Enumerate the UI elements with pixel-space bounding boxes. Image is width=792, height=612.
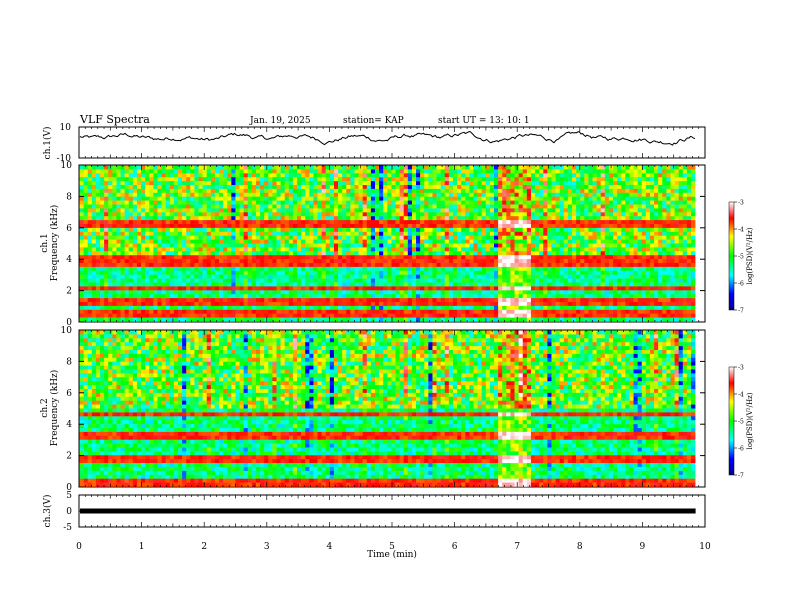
ch1-colorbar-tick-4: -7 bbox=[738, 308, 744, 315]
ch1-waveform-panel: 10 -10 ch.1(V) bbox=[42, 123, 706, 164]
ch3-y-tick-1: 0 bbox=[66, 507, 72, 517]
x-axis-tick-labels: 0 1 2 3 4 5 6 7 8 9 10 bbox=[76, 542, 711, 552]
x-tick-label-7: 7 bbox=[514, 542, 520, 552]
ch1-y-tick-max: 10 bbox=[60, 123, 72, 133]
ch2-spec-y-tick-2: 4 bbox=[66, 420, 72, 430]
ch2-colorbar: -3 -4 -5 -6 -7 log(PSD)(V²/Hz) bbox=[728, 365, 754, 480]
x-tick-label-0: 0 bbox=[76, 542, 82, 552]
x-tick-label-4: 4 bbox=[327, 542, 333, 552]
x-axis-ticks bbox=[78, 127, 706, 527]
ch1-colorbar-ticks: -3 -4 -5 -6 -7 bbox=[734, 200, 744, 315]
ch1-spec-y-tick-3: 6 bbox=[66, 224, 72, 234]
x-tick-label-5: 5 bbox=[389, 542, 395, 552]
ch1-spec-y-tick-5: 10 bbox=[61, 161, 73, 171]
ch1-spec-y-tick-4: 8 bbox=[66, 192, 72, 202]
ch2-colorbar-label: log(PSD)(V²/Hz) bbox=[746, 392, 754, 449]
ch2-colorbar-tick-4: -7 bbox=[738, 473, 744, 480]
ch1-spec-y-tick-0: 0 bbox=[66, 318, 72, 328]
ch2-spec-y-tick-5: 10 bbox=[61, 326, 73, 336]
ch2-spec-y-tick-3: 6 bbox=[66, 389, 72, 399]
ch1-colorbar-tick-3: -6 bbox=[738, 281, 744, 288]
ch3-y-tick-0: 5 bbox=[66, 491, 72, 501]
ch1-y-label: ch.1(V) bbox=[42, 127, 53, 160]
ch2-colorbar-tick-3: -6 bbox=[738, 446, 744, 453]
ch3-y-label: ch.3(V) bbox=[42, 495, 53, 528]
ch2-spectrogram-panel: 0 2 4 6 8 10 ch.2 Frequency (kHz) bbox=[40, 326, 706, 493]
ch2-colorbar-tick-0: -3 bbox=[738, 365, 744, 372]
station-label: station= KAP bbox=[343, 116, 404, 126]
x-tick-label-3: 3 bbox=[264, 542, 270, 552]
x-tick-label-10: 10 bbox=[699, 542, 711, 552]
ch1-waveform-trace bbox=[79, 130, 696, 146]
chart-title: VLF Spectra bbox=[79, 113, 150, 126]
x-tick-label-1: 1 bbox=[139, 542, 145, 552]
ch2-spec-y-tick-1: 2 bbox=[66, 452, 72, 462]
start-ut-label: start UT = 13: 10: 1 bbox=[438, 116, 530, 126]
x-tick-label-2: 2 bbox=[201, 542, 207, 552]
ch2-spec-y-tick-4: 8 bbox=[66, 357, 72, 367]
ch3-waveform-panel: 5 0 -5 ch.3(V) bbox=[42, 491, 706, 533]
ch3-y-ticks: 5 0 -5 bbox=[63, 491, 83, 533]
ch1-spec-y-tick-2: 4 bbox=[66, 255, 72, 265]
ch1-spec-y-tick-1: 2 bbox=[66, 287, 72, 297]
ch1-spectrogram-panel: 0 2 4 6 8 10 ch.1 Frequency (kHz) bbox=[40, 161, 706, 328]
ch3-y-tick-2: -5 bbox=[63, 523, 72, 533]
ch3-waveform-trace bbox=[80, 508, 696, 514]
ch1-colorbar-tick-2: -5 bbox=[738, 254, 744, 261]
ch1-spectrogram-y-ticks: 0 2 4 6 8 10 bbox=[61, 161, 705, 328]
ch2-spectrogram-heatmap bbox=[79, 330, 696, 487]
ch1-spec-y-label-frequency: Frequency (kHz) bbox=[49, 205, 60, 282]
x-axis-label: Time (min) bbox=[367, 549, 417, 560]
ch2-colorbar-ticks: -3 -4 -5 -6 -7 bbox=[734, 365, 744, 480]
ch1-colorbar-tick-0: -3 bbox=[738, 200, 744, 207]
ch2-colorbar-tick-2: -5 bbox=[738, 419, 744, 426]
ch1-spec-y-label-channel: ch.1 bbox=[40, 233, 50, 252]
x-tick-label-9: 9 bbox=[640, 542, 646, 552]
ch1-colorbar: -3 -4 -5 -6 -7 log(PSD)(V²/Hz) bbox=[728, 200, 754, 315]
ch1-y-tick-min: -10 bbox=[57, 154, 72, 164]
ch2-colorbar-tick-1: -4 bbox=[738, 392, 744, 399]
ch1-colorbar-tick-1: -4 bbox=[738, 227, 744, 234]
ch1-colorbar-label: log(PSD)(V²/Hz) bbox=[746, 227, 754, 284]
ch2-spectrogram-y-ticks: 0 2 4 6 8 10 bbox=[61, 326, 705, 493]
ch2-spec-y-label-frequency: Frequency (kHz) bbox=[49, 370, 60, 447]
ch1-spectrogram-heatmap bbox=[79, 165, 696, 322]
date-label: Jan. 19, 2025 bbox=[249, 116, 311, 126]
x-tick-label-8: 8 bbox=[577, 542, 583, 552]
x-tick-label-6: 6 bbox=[452, 542, 458, 552]
ch2-spec-y-tick-0: 0 bbox=[66, 483, 72, 493]
ch2-spec-y-label-channel: ch.2 bbox=[40, 398, 50, 417]
